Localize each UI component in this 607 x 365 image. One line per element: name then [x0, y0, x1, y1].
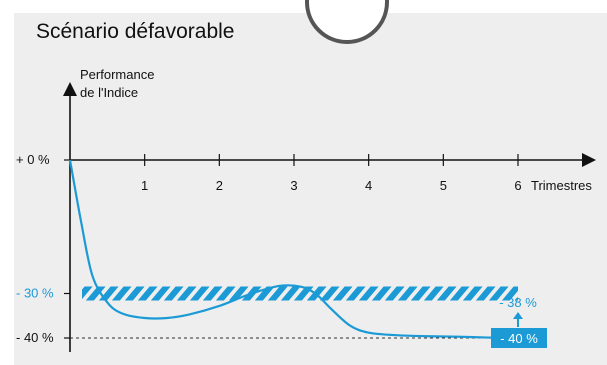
- x-tick-label: 4: [365, 178, 372, 193]
- x-tick-label: 5: [440, 178, 447, 193]
- up-arrow-head-icon: [513, 312, 523, 319]
- x-axis-arrow-icon: [582, 153, 596, 167]
- x-tick-label: 3: [290, 178, 297, 193]
- final-value-badge: [491, 328, 547, 348]
- chart-title: Scénario défavorable: [36, 20, 235, 43]
- y-tick-label: - 30 %: [16, 286, 54, 301]
- y-axis-label-line1: Performance: [80, 67, 154, 82]
- barrier-value-label: - 38 %: [499, 295, 537, 310]
- barrier-band: [82, 286, 518, 301]
- x-tick-label: 6: [514, 178, 521, 193]
- x-tick-label: 2: [216, 178, 223, 193]
- final-value-label: - 40 %: [500, 331, 538, 346]
- y-tick-label: - 40 %: [16, 330, 54, 345]
- x-axis-label: Trimestres: [531, 178, 592, 193]
- chart-panel: [14, 13, 607, 365]
- y-tick-label: + 0 %: [16, 152, 50, 167]
- series-line: [68, 159, 519, 340]
- y-axis-arrow-icon: [63, 82, 77, 96]
- x-tick-label: 1: [141, 178, 148, 193]
- y-axis-label-line2: de l'Indice: [80, 85, 138, 100]
